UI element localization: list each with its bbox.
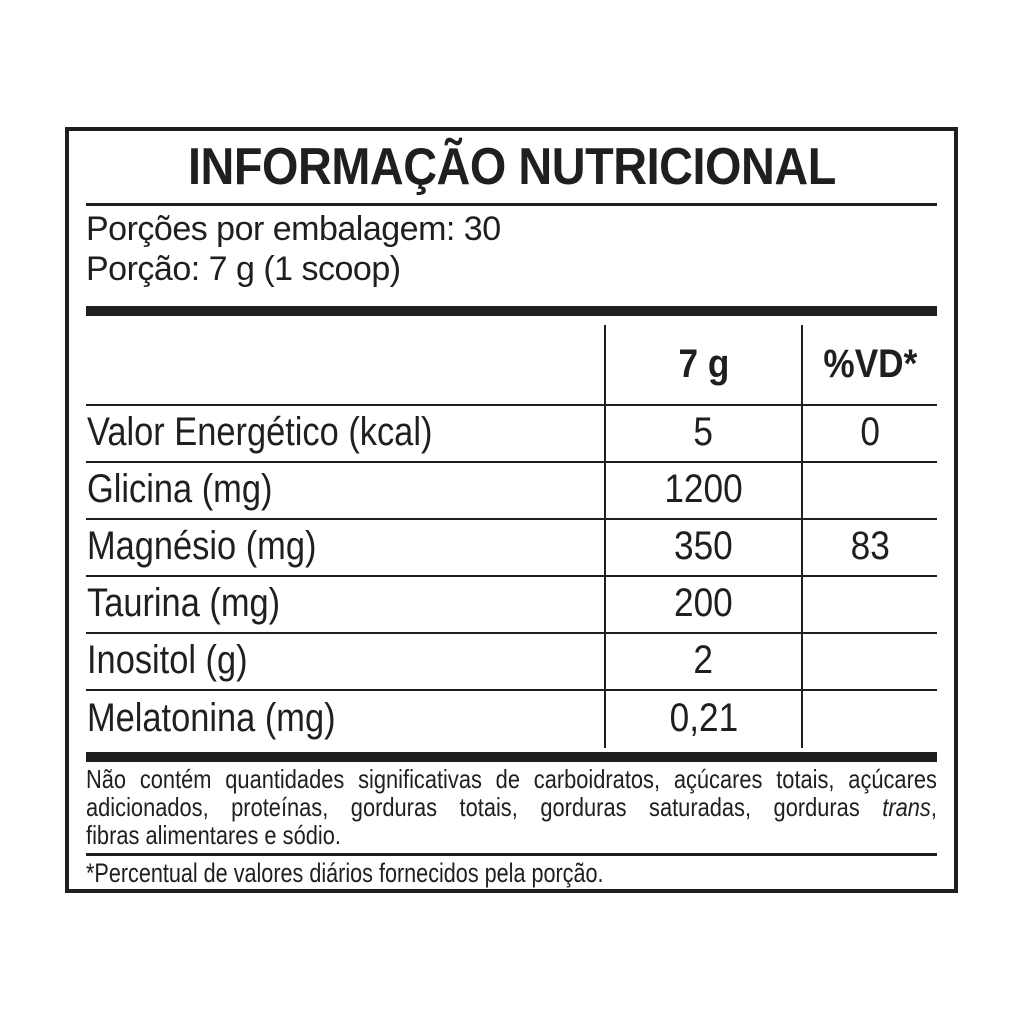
amount-value: 200 [604, 577, 801, 634]
dv-value [801, 463, 937, 520]
insignificant-amounts-note: Não contém quantidades significativas de… [86, 765, 937, 849]
nutrient-name: Inositol (g) [86, 634, 604, 691]
label-title-text: INFORMAÇÃO NUTRICIONAL [187, 138, 836, 196]
nutrient-name: Valor Energético (kcal) [86, 406, 604, 463]
header-bar [86, 306, 937, 316]
dv-value [801, 691, 937, 748]
dv-value [801, 577, 937, 634]
note-line-2: adicionados, proteínas, gorduras totais,… [86, 792, 937, 822]
nutrition-table: 7 g %VD* Valor Energético (kcal) 5 0 Glicin… [86, 325, 937, 748]
nutrient-name: Taurina (mg) [86, 577, 604, 634]
dv-value: 83 [801, 520, 937, 577]
serving-size: Porção: 7 g (1 scoop) [86, 250, 401, 288]
column-header-dv: %VD* [801, 325, 937, 406]
daily-value-footnote: *Percentual de valores diários fornecido… [86, 858, 604, 888]
note-line-3: fibras alimentares e sódio. [86, 820, 341, 850]
nutrient-name: Magnésio (mg) [86, 520, 604, 577]
title-divider [86, 203, 937, 206]
amount-value: 5 [604, 406, 801, 463]
dv-value: 0 [801, 406, 937, 463]
amount-value: 350 [604, 520, 801, 577]
label-title: INFORMAÇÃO NUTRICIONAL [86, 131, 937, 203]
amount-value: 1200 [604, 463, 801, 520]
trans-italic-word: trans [882, 792, 931, 822]
note-divider [86, 853, 937, 856]
note-line-1: Não contém quantidades significativas de… [86, 764, 937, 794]
nutrient-name: Melatonina (mg) [87, 696, 336, 740]
nutrition-label-box: INFORMAÇÃO NUTRICIONAL Porções por embal… [65, 127, 958, 893]
amount-value: 2 [604, 634, 801, 691]
footer-bar [86, 752, 937, 762]
column-header-nutrient [86, 325, 604, 406]
nutrient-name: Glicina (mg) [86, 463, 604, 520]
dv-value [801, 634, 937, 691]
servings-per-package: Porções por embalagem: 30 [86, 210, 501, 248]
amount-value: 0,21 [604, 691, 801, 748]
column-header-amount: 7 g [604, 325, 801, 406]
